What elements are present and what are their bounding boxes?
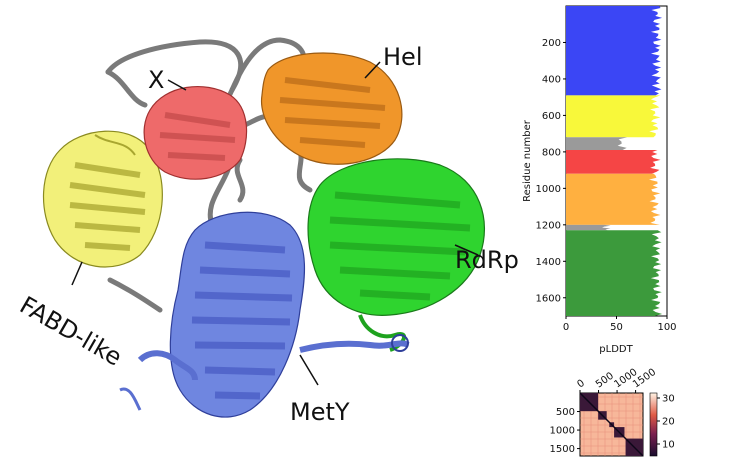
label-rdrp: RdRp	[455, 246, 519, 274]
y-tick-label: 400	[542, 74, 561, 85]
label-fabd-like: FABD-like	[15, 291, 127, 372]
y-tick-label: 200	[542, 38, 561, 49]
plddt-y-ticks: 200 400 600 800 1000 1200 1400 1600	[536, 38, 566, 304]
plddt-segment	[566, 230, 663, 316]
x-tick-label: 50	[610, 322, 623, 333]
x-tick-label: 0	[563, 322, 569, 333]
colorbar-ticks: 30 20 10	[657, 394, 675, 451]
label-hel: Hel	[383, 43, 422, 71]
plddt-segments	[566, 6, 663, 316]
pae-blocks	[579, 392, 644, 457]
colorbar-tick-label: 30	[662, 394, 675, 405]
plddt-segment	[566, 6, 663, 96]
plddt-segment	[566, 224, 611, 231]
protein-structure: X Hel FABD-like RdRp MetY	[15, 37, 519, 426]
fabd-like-domain	[42, 130, 163, 268]
hel-domain	[260, 52, 403, 165]
y-tick-label: 1600	[536, 293, 561, 304]
x-tick-label: 100	[657, 322, 676, 333]
plddt-segment	[566, 150, 661, 174]
pae-y-tick-label: 1500	[550, 444, 575, 455]
plddt-ylabel: Residue number	[522, 119, 533, 202]
x-domain	[143, 86, 248, 180]
pae-colorbar	[649, 392, 658, 457]
plddt-segment	[566, 137, 628, 151]
y-tick-label: 800	[542, 147, 561, 158]
rdrp-domain	[307, 158, 486, 352]
pae-y-tick-label: 500	[556, 407, 575, 418]
colorbar-tick-label: 20	[662, 417, 675, 428]
plddt-chart: 200 400 600 800 1000 1200 1400 1600 0 50 100 Resi…	[522, 5, 677, 355]
y-tick-label: 600	[542, 111, 561, 122]
pae-diagonal	[579, 392, 644, 457]
plddt-x-ticks: 0 50 100	[563, 316, 677, 333]
plddt-xlabel: pLDDT	[599, 344, 633, 355]
mety-domain	[119, 211, 410, 418]
y-tick-label: 1200	[536, 220, 561, 231]
label-mety: MetY	[290, 398, 350, 426]
pae-y-ticks: 500 1000 1500	[550, 407, 580, 455]
y-tick-label: 1000	[536, 184, 561, 195]
pae-x-tick-label: 0	[575, 378, 587, 391]
label-x: X	[148, 66, 164, 94]
y-tick-label: 1400	[536, 257, 561, 268]
colorbar-tick-label: 10	[662, 440, 675, 451]
pae-y-tick-label: 1000	[550, 426, 575, 437]
plddt-segment	[566, 95, 661, 138]
leader-lines	[71, 61, 479, 386]
plddt-segment	[566, 173, 661, 225]
